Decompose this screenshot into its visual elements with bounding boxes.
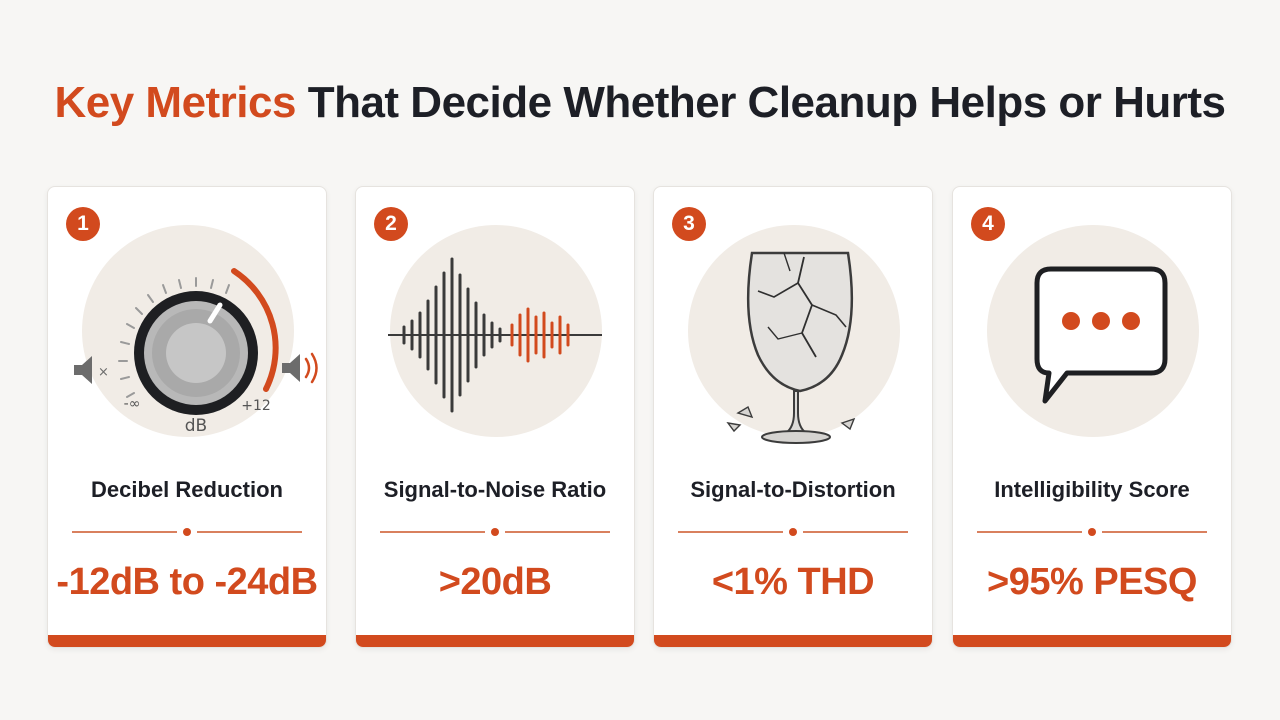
divider — [678, 528, 908, 536]
divider — [977, 528, 1207, 536]
metric-value: <1% THD — [711, 561, 875, 603]
metric-value: >20dB — [438, 561, 552, 603]
metric-value: -12dB to -24dB — [56, 561, 318, 603]
step-badge: 3 — [672, 207, 706, 241]
metric-card-signal-to-noise: 2 Signal-to-Noise Ratio >20dB — [355, 186, 635, 648]
metric-card-intelligibility: 4 Intelligibility Score >95% PESQ — [952, 186, 1232, 648]
title-accent: Key Metrics — [54, 78, 296, 127]
page-title: Key Metrics That Decide Whether Cleanup … — [0, 78, 1280, 128]
card-accent-bar — [356, 635, 634, 647]
illustration-circle — [688, 225, 900, 444]
divider — [380, 528, 610, 536]
divider — [72, 528, 302, 536]
svg-text:×: × — [98, 365, 109, 380]
illustration-circle — [987, 225, 1199, 437]
waveform-icon — [388, 257, 602, 413]
knob-max-label: +12 — [241, 398, 271, 414]
metric-value: >95% PESQ — [987, 561, 1197, 603]
metric-label: Signal-to-Distortion — [690, 477, 896, 502]
card-accent-bar — [654, 635, 932, 647]
step-badge: 1 — [66, 207, 100, 241]
volume-knob-icon: × -∞ dB +12 — [74, 268, 318, 436]
illustration-circle — [388, 225, 602, 437]
metric-label: Intelligibility Score — [994, 477, 1190, 502]
card-accent-bar — [48, 635, 326, 647]
metric-card-decibel-reduction: × -∞ dB +12 1 Decibel Reduction -12dB to… — [47, 186, 327, 648]
card-accent-bar — [953, 635, 1231, 647]
speech-bubble-icon — [1034, 266, 1168, 404]
metric-card-signal-to-distortion: 3 Signal-to-Distortion <1% THD — [653, 186, 933, 648]
knob-unit-label: dB — [185, 416, 207, 436]
title-rest: That Decide Whether Cleanup Helps or Hur… — [295, 78, 1226, 127]
illustration-circle: × -∞ dB +12 — [74, 225, 318, 437]
metric-label: Decibel Reduction — [91, 477, 283, 502]
step-badge: 2 — [374, 207, 408, 241]
knob-min-label: -∞ — [124, 396, 141, 412]
cracked-glass-icon — [726, 251, 856, 444]
step-badge: 4 — [971, 207, 1005, 241]
metric-label: Signal-to-Noise Ratio — [383, 477, 607, 502]
